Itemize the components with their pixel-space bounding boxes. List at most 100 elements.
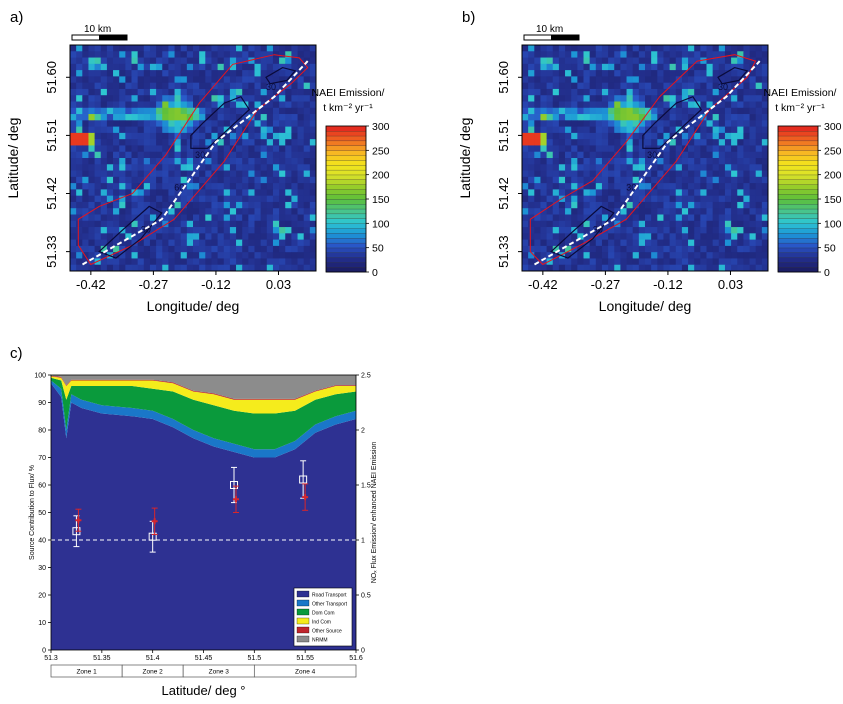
colorbar-band bbox=[325, 169, 367, 176]
colorbar-tick-label: 200 bbox=[372, 170, 390, 182]
colorbar-band bbox=[325, 164, 367, 171]
panel-label: a) bbox=[10, 9, 23, 26]
legend-swatch bbox=[296, 617, 310, 625]
colorbar-band bbox=[325, 247, 367, 253]
colorbar-title-2: t km⁻² yr⁻¹ bbox=[323, 102, 373, 114]
colorbar-tick-label: 50 bbox=[372, 243, 384, 255]
colorbar-band bbox=[777, 193, 819, 200]
legend-swatch bbox=[296, 599, 310, 607]
x-tick-label: -0.42 bbox=[76, 277, 106, 292]
area-dom-com bbox=[51, 377, 356, 450]
colorbar-band bbox=[325, 140, 367, 146]
colorbar-band bbox=[777, 140, 819, 146]
x-tick-label: -0.12 bbox=[653, 277, 683, 292]
colorbar-band bbox=[325, 223, 367, 229]
colorbar-band bbox=[777, 184, 819, 190]
y-tick-label: 100 bbox=[34, 373, 46, 380]
x-axis-label: Latitude/ deg ° bbox=[162, 683, 246, 698]
legend-entry: Dom Com bbox=[312, 611, 335, 617]
contour-line bbox=[98, 205, 163, 259]
scale-bar: 10 km bbox=[71, 24, 128, 41]
colorbar-tick-label: 100 bbox=[372, 218, 390, 230]
colorbar-band bbox=[325, 150, 367, 156]
contour-label: 30 bbox=[266, 82, 276, 92]
x-tick-label: 51.55 bbox=[296, 655, 314, 662]
y-tick-label: 50 bbox=[38, 510, 46, 517]
y-axis-label: Latitude/ deg bbox=[5, 118, 21, 199]
legend-swatch bbox=[296, 626, 310, 634]
legend-entry: Other Source bbox=[312, 629, 342, 635]
colorbar-band bbox=[325, 189, 367, 195]
colorbar-tick-label: 150 bbox=[372, 194, 390, 206]
y-tick-label: 51.33 bbox=[44, 235, 59, 268]
y-tick-label: 51.51 bbox=[496, 119, 511, 152]
colorbar-band bbox=[777, 150, 819, 156]
colorbar-band bbox=[325, 155, 367, 161]
x-axis-label: Longitude/ deg bbox=[147, 298, 240, 314]
data-point-marker bbox=[151, 518, 158, 525]
y-axis-label: Latitude/ deg bbox=[457, 118, 473, 199]
colorbar-band bbox=[777, 252, 819, 258]
zone-label: Zone 2 bbox=[143, 669, 164, 676]
panel-c: c) 0 10 20 30 40 50 60 70 80 90 100 0 0.5 1 1.5 2 2.5 51.3… bbox=[10, 345, 378, 698]
y-tick-label: 51.42 bbox=[44, 177, 59, 210]
emission-grid bbox=[70, 45, 317, 272]
colorbar-band bbox=[325, 228, 367, 234]
y-tick-label: 10 bbox=[38, 620, 46, 627]
y-tick-label: 30 bbox=[38, 565, 46, 572]
map-frame bbox=[69, 44, 317, 272]
y2-tick-label: 1.5 bbox=[361, 483, 371, 490]
colorbar-band bbox=[325, 213, 367, 219]
colorbar-band bbox=[777, 174, 819, 180]
x-axis-label: Longitude/ deg bbox=[599, 298, 692, 314]
colorbar-band bbox=[777, 189, 819, 195]
colorbar-tick-label: 0 bbox=[824, 267, 830, 279]
contour-label: 60 bbox=[174, 182, 184, 192]
y-tick-label: 80 bbox=[38, 428, 46, 435]
colorbar-band bbox=[777, 242, 819, 249]
colorbar-tick-label: 0 bbox=[372, 267, 378, 279]
colorbar-band bbox=[325, 203, 367, 210]
x-tick-label: 0.03 bbox=[266, 277, 291, 292]
colorbar-band bbox=[777, 198, 819, 205]
colorbar-band bbox=[325, 179, 367, 185]
contour-line bbox=[550, 205, 615, 259]
colorbar-band bbox=[777, 145, 819, 151]
y2-tick-label: 2 bbox=[361, 428, 365, 435]
colorbar-band bbox=[777, 218, 819, 224]
y-tick-label: 0 bbox=[42, 648, 46, 655]
area-nrmm bbox=[51, 375, 356, 399]
scale-bar-label: 10 km bbox=[84, 24, 111, 35]
colorbar-band bbox=[777, 125, 819, 132]
x-tick-label: 51.6 bbox=[349, 655, 363, 662]
area-road-transport bbox=[51, 383, 356, 650]
colorbar-band bbox=[777, 257, 819, 263]
x-tick-label: 51.3 bbox=[44, 655, 58, 662]
scale-bar: 10 km bbox=[523, 24, 580, 41]
x-tick-label: 51.45 bbox=[195, 655, 213, 662]
colorbar-tick-label: 300 bbox=[824, 121, 842, 133]
x-tick-label: -0.27 bbox=[139, 277, 169, 292]
contour-line bbox=[642, 95, 703, 149]
y-tick-label: 60 bbox=[38, 483, 46, 490]
legend: Road Transport Other Transport Dom Com Ind … bbox=[293, 587, 353, 647]
data-point-square bbox=[230, 481, 238, 489]
y2-tick-label: 1 bbox=[361, 538, 365, 545]
y-tick-label: 70 bbox=[38, 455, 46, 462]
contour-line bbox=[265, 66, 297, 85]
emission-grid bbox=[522, 45, 769, 272]
colorbar-band bbox=[777, 266, 819, 273]
colorbar-band bbox=[325, 159, 367, 166]
colorbar-band bbox=[325, 208, 367, 215]
footprint-outline bbox=[77, 54, 309, 266]
colorbar-band bbox=[325, 198, 367, 205]
x-tick-label: -0.42 bbox=[528, 277, 558, 292]
y-tick-label: 51.33 bbox=[496, 235, 511, 268]
footprint-outline bbox=[529, 54, 757, 266]
y-tick-label: 51.42 bbox=[496, 177, 511, 210]
colorbar-tick-label: 150 bbox=[824, 194, 842, 206]
colorbar-band bbox=[325, 262, 367, 268]
